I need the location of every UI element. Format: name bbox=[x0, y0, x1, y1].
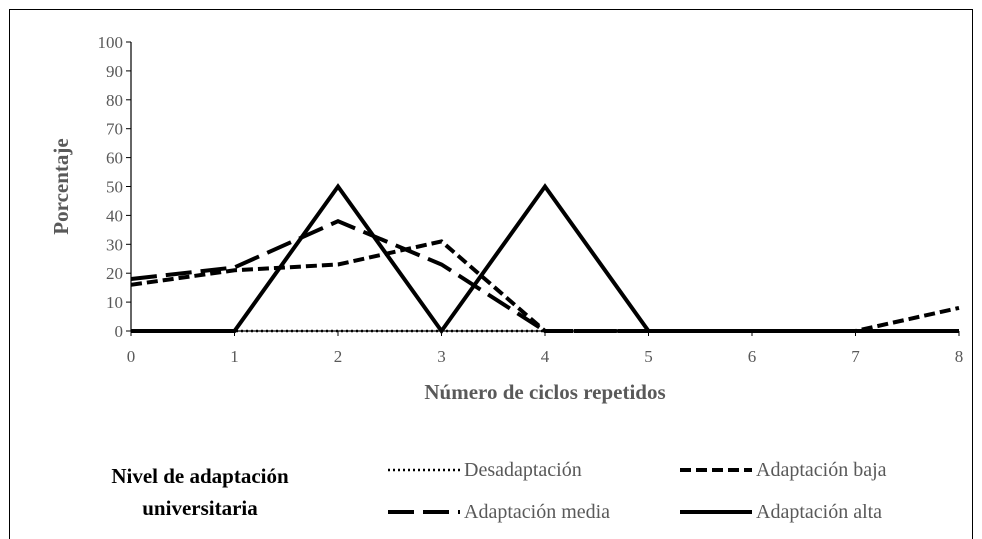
x-tick-label: 8 bbox=[955, 347, 964, 366]
y-tick-label: 60 bbox=[106, 149, 123, 168]
x-tick-label: 0 bbox=[127, 347, 136, 366]
x-tick-label: 7 bbox=[851, 347, 860, 366]
y-tick-labels: 0 10 20 30 40 50 60 70 80 90 100 bbox=[98, 33, 131, 341]
x-tick-label: 4 bbox=[541, 347, 550, 366]
legend-label-0: Desadaptación bbox=[464, 459, 582, 481]
chart-frame bbox=[9, 9, 973, 539]
x-tick-labels: 0 1 2 3 4 5 6 7 8 bbox=[127, 331, 964, 366]
legend-label-1: Adaptación baja bbox=[756, 459, 887, 481]
y-tick-label: 80 bbox=[106, 91, 123, 110]
legend: Desadaptación Adaptación baja Adaptación m… bbox=[388, 459, 887, 523]
y-tick-label: 30 bbox=[106, 235, 123, 254]
y-tick-label: 90 bbox=[106, 62, 123, 81]
x-tick-label: 6 bbox=[748, 347, 757, 366]
y-tick-label: 20 bbox=[106, 264, 123, 283]
y-tick-label: 40 bbox=[106, 206, 123, 225]
series-line-1 bbox=[130, 239, 960, 333]
x-tick-label: 3 bbox=[437, 347, 446, 366]
y-tick-label: 0 bbox=[115, 322, 124, 341]
x-axis-title: Número de ciclos repetidos bbox=[424, 380, 665, 404]
series-lines bbox=[130, 183, 960, 335]
legend-label-2: Adaptación media bbox=[464, 501, 610, 523]
series-line-2 bbox=[130, 219, 959, 333]
legend-title-line-2: universitaria bbox=[142, 496, 258, 520]
x-tick-label: 1 bbox=[230, 347, 239, 366]
y-tick-label: 50 bbox=[106, 178, 123, 197]
x-tick-label: 5 bbox=[644, 347, 653, 366]
legend-label-3: Adaptación alta bbox=[756, 501, 882, 523]
y-axis-title: Porcentaje bbox=[49, 138, 73, 234]
y-tick-label: 70 bbox=[106, 120, 123, 139]
y-tick-label: 10 bbox=[106, 293, 123, 312]
x-tick-label: 2 bbox=[334, 347, 343, 366]
legend-title-line-1: Nivel de adaptación bbox=[111, 464, 289, 488]
y-tick-label: 100 bbox=[98, 33, 124, 52]
series-line-3 bbox=[131, 183, 959, 335]
